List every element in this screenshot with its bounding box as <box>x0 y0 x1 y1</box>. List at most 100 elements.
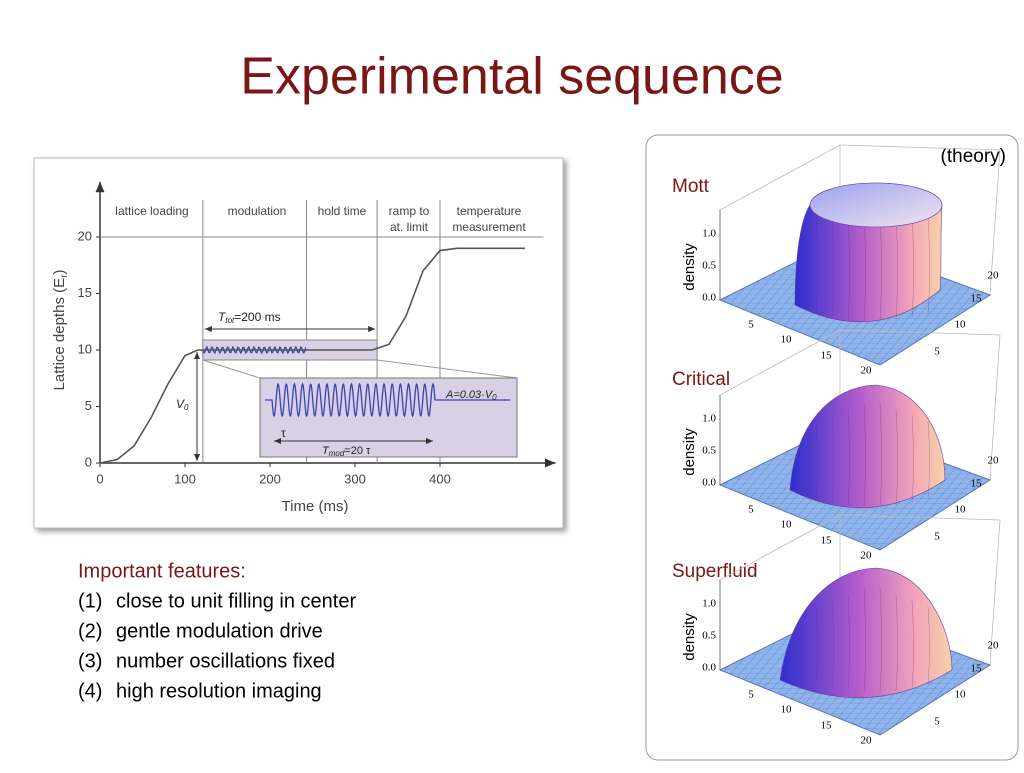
surface-mesh <box>863 587 866 692</box>
surface-top <box>809 182 943 228</box>
surface-plot: density 1.0 0.5 0.0 5 10 15 20 20 15 10 5 <box>681 329 1001 562</box>
y-tick-label: 10 <box>955 319 967 331</box>
y-tick-label: 15 <box>971 293 983 305</box>
y-axis-label: Lattice depths (Er) <box>51 270 70 391</box>
x-tick-label: 20 <box>861 365 873 377</box>
amplitude-label: A=0.03·V0 <box>445 389 497 402</box>
text-part: A=0.03·V <box>445 389 494 401</box>
surface-mesh <box>831 414 834 503</box>
y-tick-label: 5 <box>934 716 940 728</box>
theory-plots: Mott density 1.0 0.5 0.0 5 10 15 20 20 15 10 5 Critic… <box>672 144 1001 747</box>
x-tick-label: 20 <box>861 735 873 747</box>
z-axis-label: density <box>681 243 698 291</box>
inset-wave <box>265 382 510 418</box>
x-tick-label: 15 <box>821 720 833 732</box>
text-part: =20 τ <box>344 445 371 457</box>
z-tick-label: 1.0 <box>702 598 716 610</box>
y-tick-label: 15 <box>78 285 92 300</box>
surface-mesh <box>927 605 930 685</box>
z-tick-label: 0.5 <box>702 260 716 272</box>
z-tick-label: 0.0 <box>702 662 716 674</box>
surface-mesh <box>847 408 850 506</box>
surface-mesh <box>911 414 914 503</box>
text-part: r <box>59 274 70 278</box>
surface-mesh <box>847 593 850 691</box>
y-tick-label: 20 <box>988 270 1000 282</box>
feature-text: close to unit filling in center <box>116 590 356 612</box>
phase-label: modulation <box>228 204 287 218</box>
phase-label: hold time <box>318 204 367 218</box>
feature-number: (3) <box>78 650 102 672</box>
surface-mesh <box>815 420 818 500</box>
feature-text: gentle modulation drive <box>116 620 323 642</box>
y-tick-label: 15 <box>971 663 983 675</box>
phase-label: at. limit <box>390 220 429 234</box>
phase-label: temperature <box>457 204 522 218</box>
surface-mesh <box>879 587 882 692</box>
x-axis-label: Time (ms) <box>282 498 349 515</box>
z-axis-label: density <box>681 428 698 476</box>
surface-mesh <box>927 420 930 500</box>
surface-mesh <box>831 209 834 318</box>
y-tick-label: 15 <box>971 478 983 490</box>
x-tick-label: 10 <box>781 704 793 716</box>
x-tick-label: 5 <box>748 504 754 516</box>
feature-list: (1) close to unit filling in center (2) gen… <box>78 590 356 702</box>
surface-mesh <box>895 593 898 691</box>
features: Important features: (1) close to unit fil… <box>78 560 356 702</box>
z-axis-label: density <box>681 613 698 661</box>
t-mod-label: Tmod=20 τ <box>322 445 371 458</box>
phase-label: lattice loading <box>115 204 188 218</box>
y-tick-label: 10 <box>955 504 967 516</box>
z-tick-label: 0.0 <box>702 292 716 304</box>
y-tick-label: 5 <box>934 346 940 358</box>
features-heading: Important features: <box>78 560 246 582</box>
text-part: mod <box>329 449 345 458</box>
x-tick-label: 10 <box>781 519 793 531</box>
surface-mesh <box>927 209 930 315</box>
surface-dome <box>779 567 953 699</box>
surface-plot: density 1.0 0.5 0.0 5 10 15 20 20 15 10 5 <box>681 514 1001 747</box>
inset-guide <box>377 359 518 379</box>
feature-number: (1) <box>78 590 102 612</box>
surface-mesh <box>895 408 898 506</box>
x-tick-label: 400 <box>429 471 451 486</box>
text-part: 0 <box>184 403 189 412</box>
x-tick-label: 15 <box>821 350 833 362</box>
surface-mesh <box>815 209 818 315</box>
text-part: V <box>176 397 185 411</box>
tau-label: τ <box>281 426 286 440</box>
feature-number: (2) <box>78 620 102 642</box>
x-tick-label: 100 <box>174 471 196 486</box>
x-tick-label: 5 <box>748 319 754 331</box>
x-tick-label: 200 <box>259 471 281 486</box>
phase-label: measurement <box>452 220 526 234</box>
text-part: T <box>322 445 330 457</box>
x-tick-label: 300 <box>344 471 366 486</box>
feature-text: high resolution imaging <box>116 680 322 702</box>
y-tick-label: 0 <box>85 454 92 469</box>
surface-dome <box>789 384 946 509</box>
surface-mesh <box>863 402 866 507</box>
y-tick-label: 20 <box>78 228 92 243</box>
y-tick-label: 20 <box>988 640 1000 652</box>
y-tick-label: 5 <box>934 531 940 543</box>
z-tick-label: 1.0 <box>702 228 716 240</box>
text-part: 0 <box>492 393 497 402</box>
phase-label: ramp to <box>389 204 430 218</box>
z-tick-label: 0.5 <box>702 630 716 642</box>
y-tick-label: 10 <box>78 341 92 356</box>
text-part: tot <box>225 316 235 325</box>
surface-plot: density 1.0 0.5 0.0 5 10 15 20 20 15 10 5 <box>681 144 1001 377</box>
y-tick-label: 20 <box>988 455 1000 467</box>
text-part: T <box>218 310 227 324</box>
v0-label: V0 <box>176 397 189 412</box>
surface-mesh <box>831 599 834 688</box>
slide-title: Experimental sequence <box>240 48 783 106</box>
theory-note: (theory) <box>941 146 1006 167</box>
surface-mesh <box>911 599 914 688</box>
surface-mesh <box>879 402 882 507</box>
